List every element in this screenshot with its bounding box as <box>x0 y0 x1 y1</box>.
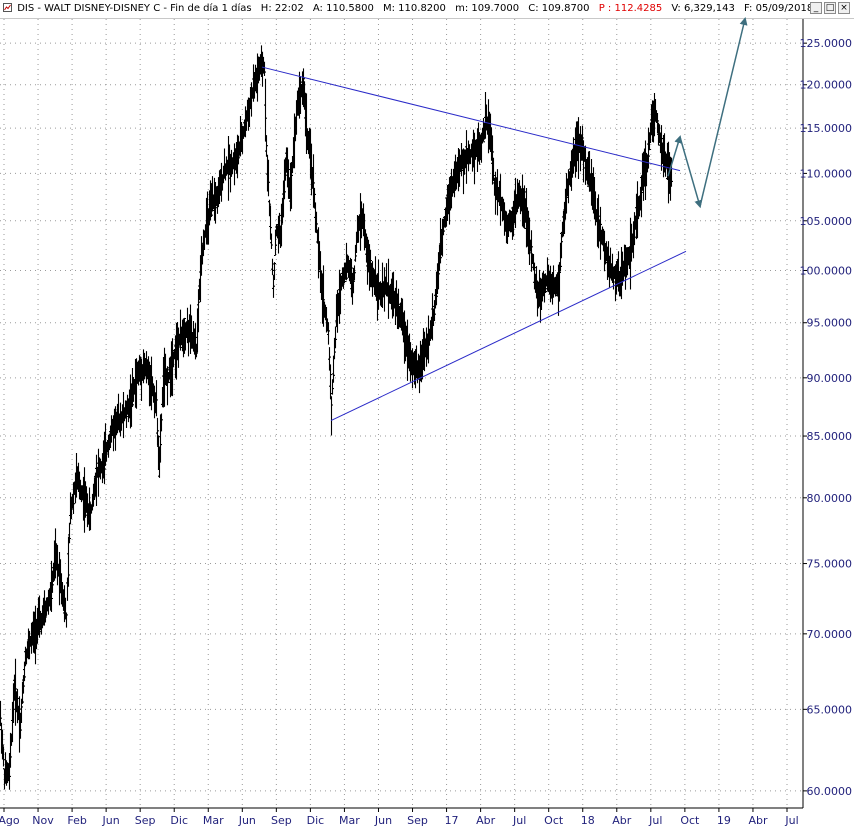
y-tick-label: 65.0000 <box>807 703 853 716</box>
y-tick-label: 80.0000 <box>807 492 853 505</box>
x-tick-label: 18 <box>581 814 595 827</box>
x-tick-label: Sep <box>271 814 292 827</box>
x-tick-label: Sep <box>135 814 156 827</box>
x-tick-label: Sep <box>407 814 428 827</box>
y-tick-label: 90.0000 <box>807 372 853 385</box>
x-tick-label: Oct <box>680 814 700 827</box>
x-tick-label: 17 <box>445 814 459 827</box>
x-tick-label: Dic <box>170 814 188 827</box>
close-button[interactable]: × <box>838 2 850 14</box>
projection-arrow <box>667 135 683 177</box>
x-axis: Ago Nov Feb Jun Sep Dic Mar Jun Sep Dic Mar Jun Sep 1… <box>0 808 799 827</box>
x-tick-label: Feb <box>67 814 86 827</box>
price-series <box>0 45 673 790</box>
high-readout: M: 110.8200 <box>383 3 446 14</box>
low-readout: m: 109.7000 <box>455 3 520 14</box>
chart-header: DIS - WALT DISNEY-DISNEY C - Fin de día … <box>0 0 854 19</box>
y-tick-label: 70.0000 <box>807 628 853 641</box>
y-axis: 125.0000 120.0000 115.0000 110.0000 105.0000… <box>800 37 853 798</box>
x-tick-label: Oct <box>544 814 564 827</box>
support-trendline <box>330 250 687 422</box>
y-tick-label: 75.0000 <box>807 558 853 571</box>
x-tick-label: Jun <box>374 814 392 827</box>
x-tick-label: Abr <box>612 814 632 827</box>
time-readout: H: 22:02 <box>260 3 304 14</box>
x-tick-label: Ago <box>0 814 20 827</box>
chart-window-icon <box>3 3 12 12</box>
minimize-button[interactable]: _ <box>810 2 822 14</box>
window-controls: _ □ × <box>810 2 850 14</box>
chart-grid <box>0 19 804 809</box>
x-tick-label: Mar <box>203 814 224 827</box>
x-tick-label: Jun <box>238 814 256 827</box>
y-tick-label: 110.0000 <box>800 167 853 180</box>
y-tick-label: 105.0000 <box>800 215 853 228</box>
price-bars <box>0 45 673 790</box>
y-tick-label: 85.0000 <box>807 430 853 443</box>
x-tick-label: Nov <box>32 814 54 827</box>
x-tick-label: Abr <box>476 814 496 827</box>
x-tick-label: Abr <box>748 814 768 827</box>
y-tick-label: 120.0000 <box>800 79 853 92</box>
maximize-button[interactable]: □ <box>824 2 836 14</box>
y-tick-label: 95.0000 <box>807 317 853 330</box>
open-readout: A: 110.5800 <box>312 3 374 14</box>
y-tick-label: 115.0000 <box>800 122 853 135</box>
projection-arrow <box>699 17 748 207</box>
annotation-lines <box>261 17 748 422</box>
y-tick-label: 60.0000 <box>807 785 853 798</box>
projection-arrow <box>679 136 703 209</box>
close-readout: C: 109.8700 <box>528 3 590 14</box>
x-tick-label: Jul <box>648 814 662 827</box>
resistance-trendline <box>261 66 681 172</box>
x-tick-label: Jul <box>512 814 526 827</box>
p-readout: P : 112.4285 <box>598 3 663 14</box>
x-tick-label: Mar <box>339 814 360 827</box>
symbol-title: DIS - WALT DISNEY-DISNEY C - Fin de día … <box>17 3 252 14</box>
volume-readout: V: 6,329,143 <box>671 3 735 14</box>
y-tick-label: 125.0000 <box>800 37 853 50</box>
x-tick-label: Jun <box>102 814 120 827</box>
x-tick-label: 19 <box>717 814 731 827</box>
date-readout: F: 05/09/2018 <box>744 3 814 14</box>
x-tick-label: Jul <box>784 814 798 827</box>
y-tick-label: 100.0000 <box>800 264 853 277</box>
x-tick-label: Dic <box>307 814 325 827</box>
